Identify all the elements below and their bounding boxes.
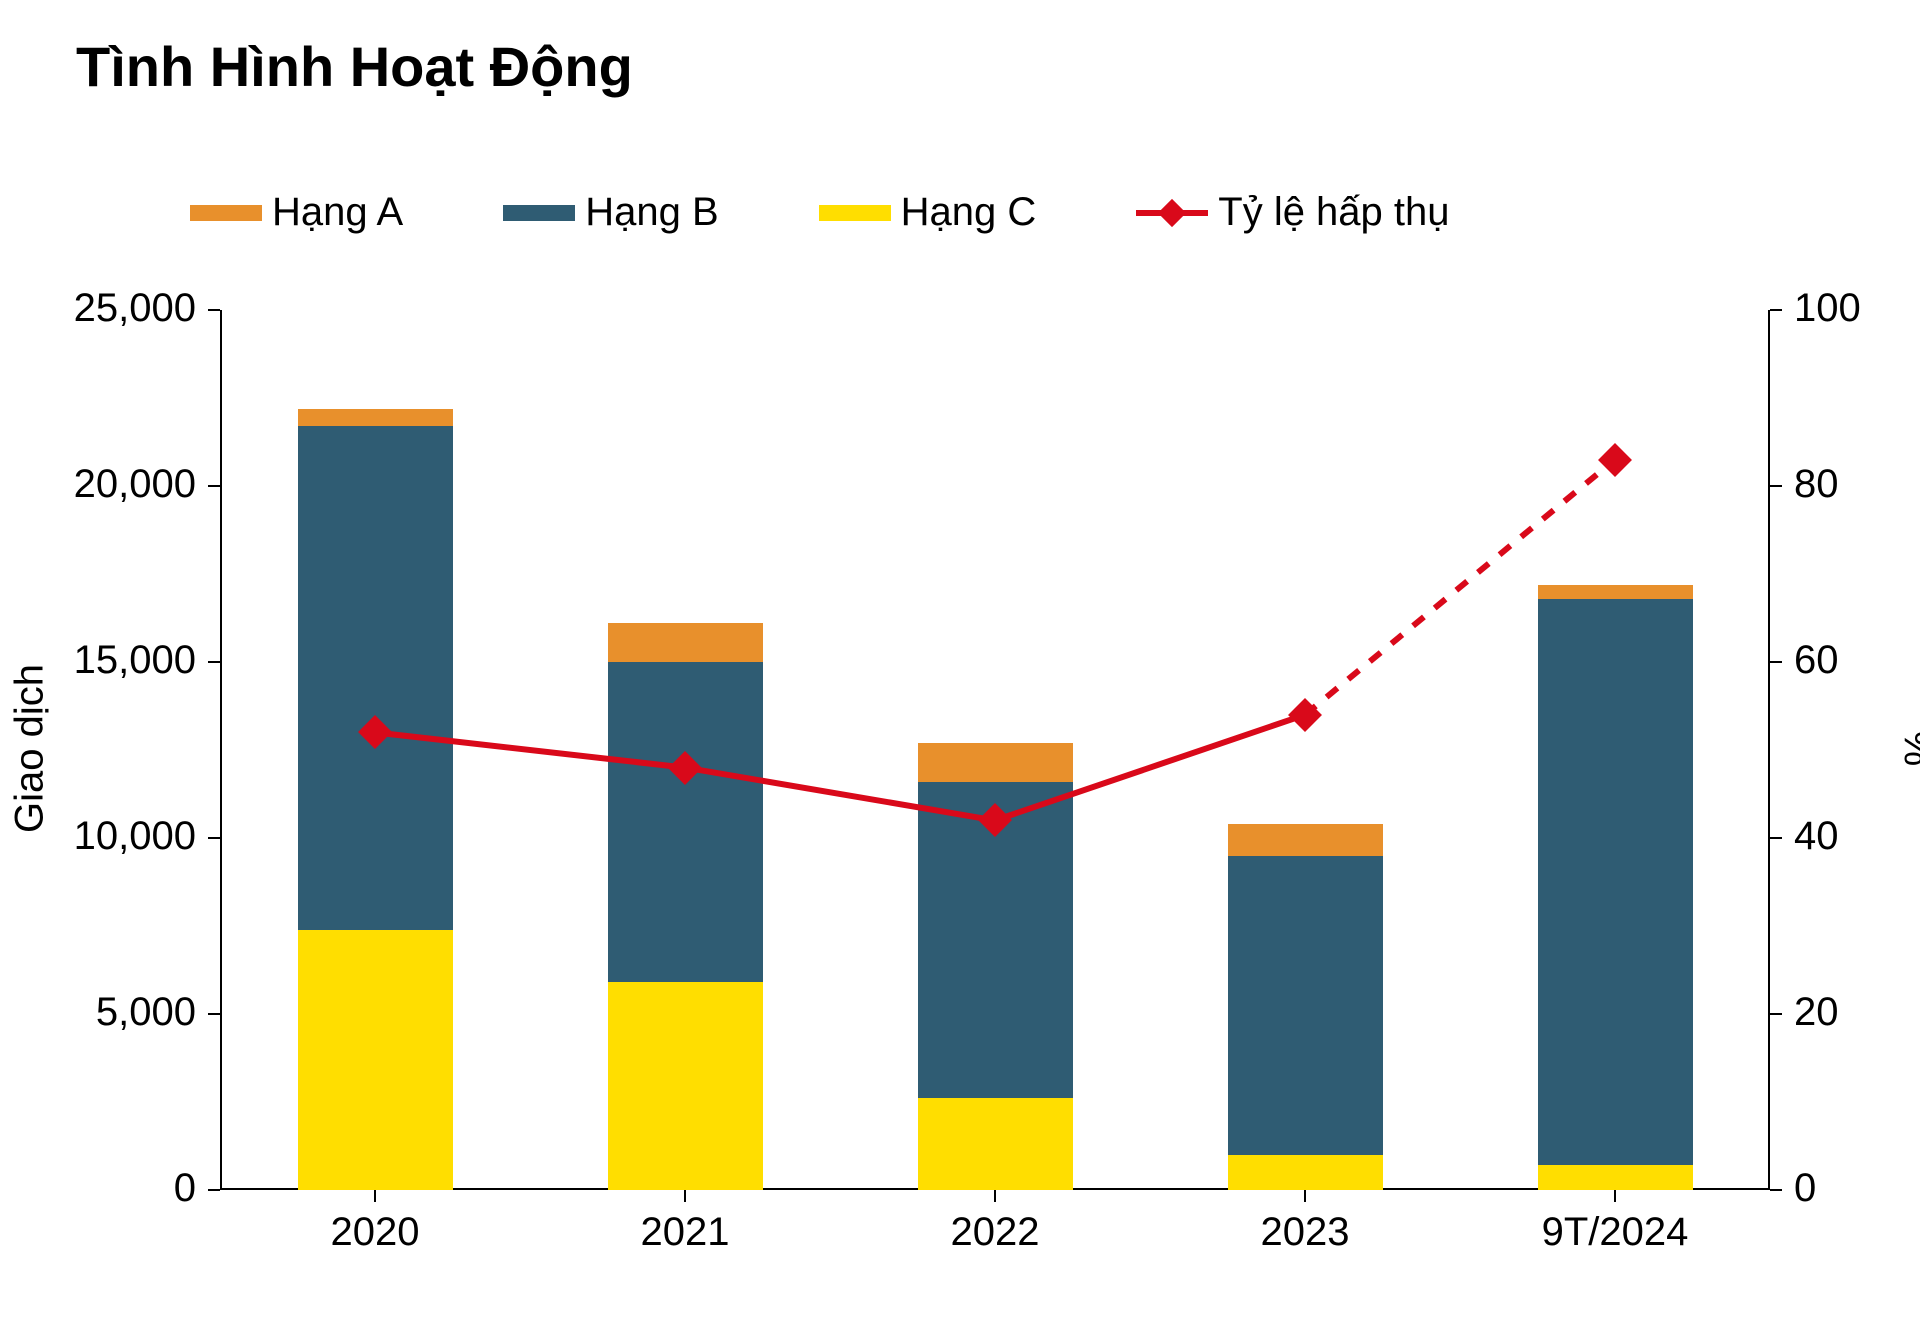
legend-label: Hạng B xyxy=(585,190,718,235)
legend-item: Tỷ lệ hấp thụ xyxy=(1136,190,1449,235)
legend-line-marker xyxy=(1136,203,1208,223)
ytick-left xyxy=(208,1189,220,1191)
legend-label: Hạng C xyxy=(901,190,1037,235)
ytick-label-right: 0 xyxy=(1794,1166,1914,1211)
xtick-label: 2021 xyxy=(555,1210,815,1255)
legend-item: Hạng C xyxy=(819,190,1037,235)
bar-segment-hangB xyxy=(298,426,453,929)
xtick xyxy=(374,1190,376,1202)
legend-swatch xyxy=(503,205,575,221)
ytick-left xyxy=(208,485,220,487)
ytick-right xyxy=(1770,1013,1782,1015)
xtick xyxy=(1304,1190,1306,1202)
ytick-right xyxy=(1770,309,1782,311)
bar-segment-hangC xyxy=(1228,1155,1383,1190)
ytick-label-left: 5,000 xyxy=(0,990,196,1035)
ytick-right xyxy=(1770,837,1782,839)
bar-segment-hangA xyxy=(918,743,1073,782)
y-axis-title-right: % xyxy=(1898,649,1920,849)
bar-segment-hangC xyxy=(608,982,763,1190)
legend: Hạng A Hạng B Hạng C Tỷ lệ hấp thụ xyxy=(190,190,1450,235)
legend-item: Hạng B xyxy=(503,190,718,235)
y-axis-title-left: Giao dịch xyxy=(8,549,53,949)
bar-segment-hangA xyxy=(1538,585,1693,599)
ytick-label-left: 0 xyxy=(0,1166,196,1211)
ytick-label-right: 100 xyxy=(1794,286,1914,331)
bar-group xyxy=(608,310,763,1190)
ytick-left xyxy=(208,837,220,839)
ytick-label-right: 80 xyxy=(1794,462,1914,507)
bar-group xyxy=(1538,310,1693,1190)
bar-segment-hangA xyxy=(298,409,453,427)
ytick-right xyxy=(1770,1189,1782,1191)
legend-swatch xyxy=(819,205,891,221)
bar-segment-hangA xyxy=(608,623,763,662)
bar-group xyxy=(1228,310,1383,1190)
xtick-label: 9T/2024 xyxy=(1485,1210,1745,1255)
legend-label: Hạng A xyxy=(272,190,403,235)
ytick-label-right: 20 xyxy=(1794,990,1914,1035)
ytick-left xyxy=(208,309,220,311)
axis-line-left xyxy=(220,310,222,1190)
ytick-left xyxy=(208,661,220,663)
bar-group xyxy=(298,310,453,1190)
bar-segment-hangC xyxy=(298,930,453,1190)
xtick xyxy=(994,1190,996,1202)
ytick-left xyxy=(208,1013,220,1015)
plot-area xyxy=(220,310,1770,1190)
xtick-label: 2022 xyxy=(865,1210,1125,1255)
ytick-label-right: 60 xyxy=(1794,638,1914,683)
legend-diamond-icon xyxy=(1158,198,1186,226)
ytick-label-right: 40 xyxy=(1794,814,1914,859)
bar-segment-hangC xyxy=(1538,1165,1693,1190)
ytick-label-left: 20,000 xyxy=(0,462,196,507)
chart-title: Tình Hình Hoạt Động xyxy=(76,34,633,99)
xtick-label: 2023 xyxy=(1175,1210,1435,1255)
bar-segment-hangB xyxy=(1538,599,1693,1166)
legend-swatch xyxy=(190,205,262,221)
legend-item: Hạng A xyxy=(190,190,403,235)
bar-group xyxy=(918,310,1073,1190)
ytick-right xyxy=(1770,485,1782,487)
bar-segment-hangB xyxy=(1228,856,1383,1155)
ytick-label-left: 25,000 xyxy=(0,286,196,331)
ytick-right xyxy=(1770,661,1782,663)
axis-line-right xyxy=(1768,310,1770,1190)
bar-segment-hangB xyxy=(608,662,763,982)
bar-segment-hangA xyxy=(1228,824,1383,856)
xtick xyxy=(1614,1190,1616,1202)
bar-segment-hangC xyxy=(918,1098,1073,1190)
xtick-label: 2020 xyxy=(245,1210,505,1255)
legend-label: Tỷ lệ hấp thụ xyxy=(1218,190,1449,235)
xtick xyxy=(684,1190,686,1202)
